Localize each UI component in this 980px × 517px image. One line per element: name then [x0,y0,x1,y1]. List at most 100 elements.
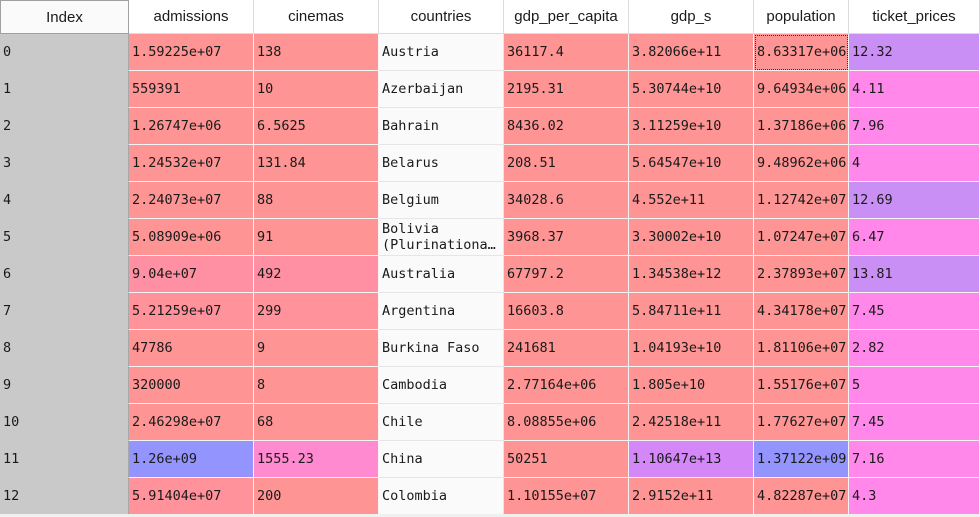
cell-admissions[interactable]: 5.91404e+07 [129,478,254,515]
cell-cinemas[interactable]: 200 [254,478,379,515]
cell-ticket-prices[interactable]: 5 [849,367,980,404]
cell-ticket-prices[interactable]: 12.32 [849,34,980,71]
cell-admissions[interactable]: 559391 [129,71,254,108]
cell-gdp-s[interactable]: 3.30002e+10 [629,219,754,256]
cell-population[interactable]: 4.82287e+07 [754,478,849,515]
row-index-cell[interactable]: 10 [0,404,129,441]
cell-gdp-s[interactable]: 5.84711e+11 [629,293,754,330]
cell-countries[interactable]: Colombia [379,478,504,515]
cell-countries[interactable]: Burkina Faso [379,330,504,367]
cell-gdp-s[interactable]: 5.64547e+10 [629,145,754,182]
cell-cinemas[interactable]: 492 [254,256,379,293]
cell-cinemas[interactable]: 88 [254,182,379,219]
cell-gdp-per-capita[interactable]: 36117.4 [504,34,629,71]
row-index-cell[interactable]: 8 [0,330,129,367]
cell-ticket-prices[interactable]: 4.11 [849,71,980,108]
cell-gdp-s[interactable]: 2.42518e+11 [629,404,754,441]
cell-population[interactable]: 2.37893e+07 [754,256,849,293]
cell-countries[interactable]: Cambodia [379,367,504,404]
cell-gdp-s[interactable]: 1.805e+10 [629,367,754,404]
cell-ticket-prices[interactable]: 4.3 [849,478,980,515]
row-index-cell[interactable]: 9 [0,367,129,404]
cell-cinemas[interactable]: 10 [254,71,379,108]
cell-population[interactable]: 9.48962e+06 [754,145,849,182]
cell-countries[interactable]: China [379,441,504,478]
cell-population[interactable]: 9.64934e+06 [754,71,849,108]
cell-population[interactable]: 1.37186e+06 [754,108,849,145]
cell-ticket-prices[interactable]: 6.47 [849,219,980,256]
cell-countries[interactable]: Azerbaijan [379,71,504,108]
cell-cinemas[interactable]: 91 [254,219,379,256]
cell-admissions[interactable]: 2.46298e+07 [129,404,254,441]
cell-gdp-s[interactable]: 1.10647e+13 [629,441,754,478]
cell-admissions[interactable]: 1.26747e+06 [129,108,254,145]
cell-ticket-prices[interactable]: 7.45 [849,404,980,441]
row-index-cell[interactable]: 2 [0,108,129,145]
cell-gdp-per-capita[interactable]: 8436.02 [504,108,629,145]
cell-population[interactable]: 1.81106e+07 [754,330,849,367]
column-header-ticket-prices[interactable]: ticket_prices [849,0,980,34]
cell-population[interactable]: 1.07247e+07 [754,219,849,256]
cell-gdp-per-capita[interactable]: 16603.8 [504,293,629,330]
cell-countries[interactable]: Australia [379,256,504,293]
cell-gdp-s[interactable]: 1.34538e+12 [629,256,754,293]
cell-cinemas[interactable]: 9 [254,330,379,367]
cell-population[interactable]: 8.63317e+06 [754,34,849,71]
cell-ticket-prices[interactable]: 2.82 [849,330,980,367]
cell-gdp-per-capita[interactable]: 3968.37 [504,219,629,256]
cell-population[interactable]: 4.34178e+07 [754,293,849,330]
cell-admissions[interactable]: 2.24073e+07 [129,182,254,219]
cell-countries[interactable]: Chile [379,404,504,441]
column-header-population[interactable]: population [754,0,849,34]
row-index-cell[interactable]: 6 [0,256,129,293]
cell-cinemas[interactable]: 131.84 [254,145,379,182]
cell-ticket-prices[interactable]: 7.96 [849,108,980,145]
cell-admissions[interactable]: 1.26e+09 [129,441,254,478]
row-index-cell[interactable]: 0 [0,34,129,71]
cell-cinemas[interactable]: 138 [254,34,379,71]
row-index-cell[interactable]: 7 [0,293,129,330]
column-header-index[interactable]: Index [0,0,129,34]
cell-ticket-prices[interactable]: 12.69 [849,182,980,219]
column-header-cinemas[interactable]: cinemas [254,0,379,34]
row-index-cell[interactable]: 1 [0,71,129,108]
cell-admissions[interactable]: 320000 [129,367,254,404]
cell-admissions[interactable]: 1.24532e+07 [129,145,254,182]
cell-gdp-s[interactable]: 2.9152e+11 [629,478,754,515]
cell-gdp-per-capita[interactable]: 2195.31 [504,71,629,108]
cell-gdp-per-capita[interactable]: 67797.2 [504,256,629,293]
cell-population[interactable]: 1.12742e+07 [754,182,849,219]
cell-gdp-per-capita[interactable]: 50251 [504,441,629,478]
cell-admissions[interactable]: 1.59225e+07 [129,34,254,71]
cell-cinemas[interactable]: 68 [254,404,379,441]
cell-population[interactable]: 1.37122e+09 [754,441,849,478]
row-index-cell[interactable]: 11 [0,441,129,478]
cell-admissions[interactable]: 5.08909e+06 [129,219,254,256]
cell-population[interactable]: 1.55176e+07 [754,367,849,404]
column-header-gdp-per-capita[interactable]: gdp_per_capita [504,0,629,34]
cell-ticket-prices[interactable]: 7.16 [849,441,980,478]
cell-gdp-s[interactable]: 3.11259e+10 [629,108,754,145]
cell-cinemas[interactable]: 299 [254,293,379,330]
cell-ticket-prices[interactable]: 4 [849,145,980,182]
cell-gdp-per-capita[interactable]: 1.10155e+07 [504,478,629,515]
cell-population[interactable]: 1.77627e+07 [754,404,849,441]
cell-gdp-per-capita[interactable]: 8.08855e+06 [504,404,629,441]
column-header-gdp-s[interactable]: gdp_s [629,0,754,34]
cell-countries[interactable]: Bahrain [379,108,504,145]
cell-admissions[interactable]: 47786 [129,330,254,367]
cell-gdp-per-capita[interactable]: 2.77164e+06 [504,367,629,404]
cell-admissions[interactable]: 5.21259e+07 [129,293,254,330]
cell-gdp-s[interactable]: 1.04193e+10 [629,330,754,367]
row-index-cell[interactable]: 4 [0,182,129,219]
cell-gdp-per-capita[interactable]: 34028.6 [504,182,629,219]
row-index-cell[interactable]: 3 [0,145,129,182]
row-index-cell[interactable]: 5 [0,219,129,256]
cell-countries[interactable]: Bolivia (Plurinationa… [379,219,504,256]
cell-countries[interactable]: Belgium [379,182,504,219]
cell-ticket-prices[interactable]: 13.81 [849,256,980,293]
cell-admissions[interactable]: 9.04e+07 [129,256,254,293]
cell-countries[interactable]: Belarus [379,145,504,182]
column-header-admissions[interactable]: admissions [129,0,254,34]
row-index-cell[interactable]: 12 [0,478,129,515]
